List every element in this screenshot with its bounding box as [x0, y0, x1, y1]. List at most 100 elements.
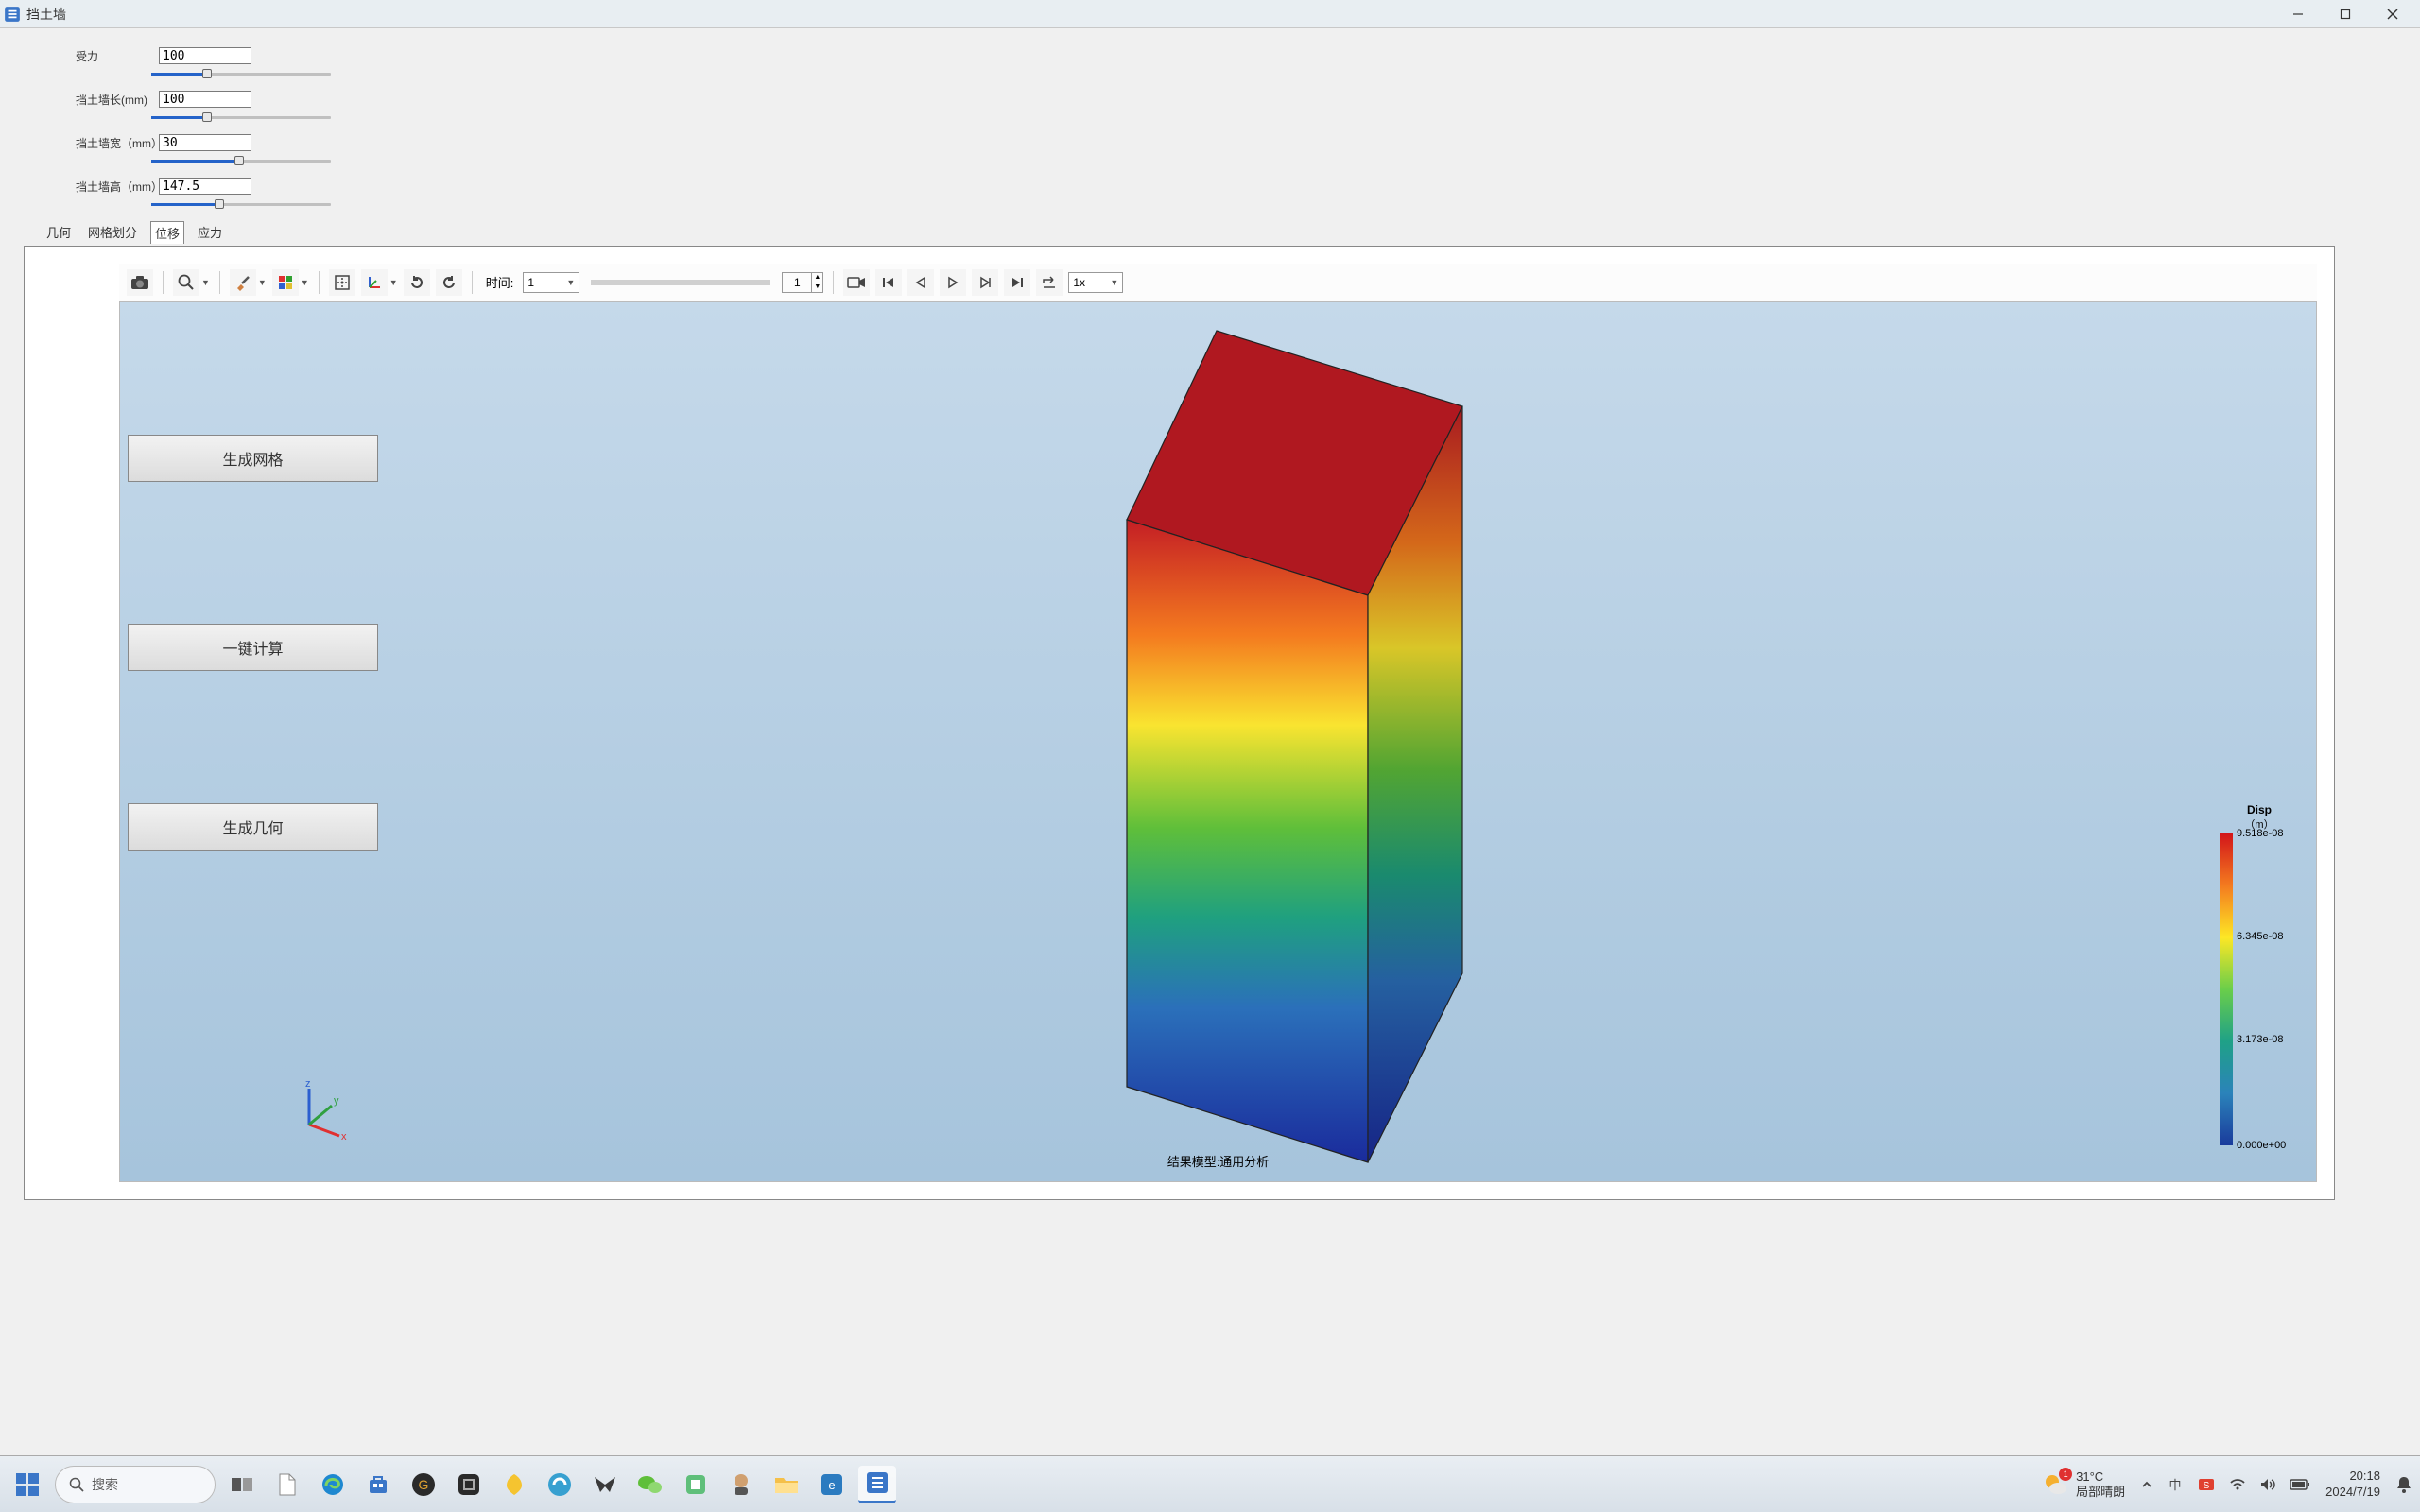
- zoom-tool[interactable]: ▼: [173, 269, 210, 296]
- close-button[interactable]: [2369, 0, 2416, 28]
- param-width-input[interactable]: [159, 134, 251, 151]
- step-up-icon[interactable]: ▲: [812, 273, 822, 283]
- tray-ime-icon[interactable]: 中: [2167, 1477, 2184, 1492]
- result-tabs: 几何 网格划分 位移 应力: [43, 221, 2392, 244]
- maximize-button[interactable]: [2322, 0, 2369, 28]
- record-icon[interactable]: [843, 269, 870, 296]
- app6-icon[interactable]: [677, 1466, 715, 1503]
- colormap-tool[interactable]: ▼: [272, 269, 309, 296]
- search-icon: [69, 1477, 84, 1492]
- tray-battery-icon[interactable]: [2290, 1479, 2310, 1490]
- notification-badge: 1: [2059, 1468, 2072, 1481]
- calculate-button[interactable]: 一键计算: [128, 624, 378, 671]
- speed-select[interactable]: 1x▼: [1068, 272, 1123, 293]
- legend-tick: 6.345e-08: [2237, 931, 2284, 942]
- step-spinbox[interactable]: 1 ▲▼: [782, 272, 823, 293]
- weather-icon: 1: [2042, 1471, 2068, 1498]
- window-title: 挡土墙: [26, 5, 2274, 24]
- param-force-slider[interactable]: [151, 70, 331, 77]
- chevron-down-icon[interactable]: ▼: [201, 278, 210, 287]
- store-icon[interactable]: [359, 1466, 397, 1503]
- app2-icon[interactable]: [450, 1466, 488, 1503]
- viewport-toolbar: ▼ ▼ ▼ ▼ 时间: 1▼ 1: [119, 264, 2317, 301]
- app4-icon[interactable]: [541, 1466, 579, 1503]
- camera-icon[interactable]: [127, 269, 153, 296]
- time-progress[interactable]: [591, 280, 770, 285]
- task-view-icon[interactable]: [223, 1466, 261, 1503]
- wechat-icon[interactable]: [631, 1466, 669, 1503]
- weather-widget[interactable]: 1 31°C 局部晴朗: [2042, 1469, 2125, 1499]
- app5-icon[interactable]: [586, 1466, 624, 1503]
- svg-text:e: e: [828, 1478, 835, 1492]
- tray-input-icon[interactable]: S: [2197, 1476, 2216, 1493]
- rotate-cw-icon[interactable]: [436, 269, 462, 296]
- tray-chevron-icon[interactable]: [2140, 1478, 2153, 1491]
- skip-first-icon[interactable]: [875, 269, 902, 296]
- skip-last-icon[interactable]: [1004, 269, 1030, 296]
- legend-bar: [2220, 833, 2233, 1145]
- svg-text:G: G: [419, 1477, 429, 1492]
- current-app-icon[interactable]: [858, 1466, 896, 1503]
- weather-temp: 31°C: [2076, 1469, 2125, 1485]
- tab-displacement[interactable]: 位移: [150, 221, 184, 244]
- window-controls: [2274, 0, 2416, 28]
- clock-date: 2024/7/19: [2325, 1485, 2380, 1501]
- param-length-label: 挡土墙长(mm): [76, 92, 159, 108]
- model-render: [1018, 312, 1547, 1181]
- param-height-input[interactable]: [159, 178, 251, 195]
- legend-title: Disp: [2220, 803, 2299, 816]
- step-forward-icon[interactable]: [972, 269, 998, 296]
- chevron-down-icon[interactable]: ▼: [258, 278, 267, 287]
- minimize-button[interactable]: [2274, 0, 2322, 28]
- edge-icon[interactable]: [314, 1466, 352, 1503]
- weather-desc: 局部晴朗: [2076, 1485, 2125, 1500]
- brush-tool[interactable]: ▼: [230, 269, 267, 296]
- magnifier-icon[interactable]: [173, 269, 199, 296]
- start-button[interactable]: [8, 1465, 47, 1504]
- tray-wifi-icon[interactable]: [2229, 1478, 2246, 1491]
- app3-icon[interactable]: [495, 1466, 533, 1503]
- param-force-input[interactable]: [159, 47, 251, 64]
- svg-text:S: S: [2204, 1481, 2210, 1491]
- app7-icon[interactable]: [722, 1466, 760, 1503]
- taskbar-clock[interactable]: 20:18 2024/7/19: [2325, 1469, 2380, 1501]
- tab-geometry[interactable]: 几何: [43, 221, 75, 244]
- explorer-icon[interactable]: [768, 1466, 805, 1503]
- view-3d[interactable]: 生成网格 一键计算 生成几何: [119, 301, 2317, 1182]
- param-length-slider[interactable]: [151, 113, 331, 121]
- tab-mesh[interactable]: 网格划分: [84, 221, 141, 244]
- step-down-icon[interactable]: ▼: [812, 283, 822, 292]
- param-width-label: 挡土墙宽（mm）: [76, 135, 159, 151]
- legend-labels: 9.518e-086.345e-083.173e-080.000e+00: [2233, 833, 2299, 1145]
- axes-tool[interactable]: ▼: [361, 269, 398, 296]
- time-select[interactable]: 1▼: [523, 272, 579, 293]
- axes-icon[interactable]: [361, 269, 388, 296]
- param-width: 挡土墙宽（mm）: [76, 134, 2392, 151]
- app1-icon[interactable]: G: [405, 1466, 442, 1503]
- generate-geometry-button[interactable]: 生成几何: [128, 803, 378, 850]
- param-height-slider[interactable]: [151, 200, 331, 208]
- taskbar-search[interactable]: 搜索: [55, 1466, 216, 1503]
- step-back-icon[interactable]: [908, 269, 934, 296]
- fit-view-icon[interactable]: [329, 269, 355, 296]
- step-value: 1: [783, 273, 811, 292]
- rotate-ccw-icon[interactable]: [404, 269, 430, 296]
- loop-icon[interactable]: [1036, 269, 1063, 296]
- param-force-label: 受力: [76, 48, 159, 64]
- generate-mesh-button[interactable]: 生成网格: [128, 435, 378, 482]
- brush-icon[interactable]: [230, 269, 256, 296]
- tray-notifications-icon[interactable]: [2395, 1475, 2412, 1494]
- tray-volume-icon[interactable]: [2259, 1477, 2276, 1492]
- clock-time: 20:18: [2349, 1469, 2380, 1485]
- app8-icon[interactable]: e: [813, 1466, 851, 1503]
- chevron-down-icon[interactable]: ▼: [301, 278, 309, 287]
- param-force: 受力: [76, 47, 2392, 64]
- param-width-slider[interactable]: [151, 157, 331, 164]
- chevron-down-icon[interactable]: ▼: [389, 278, 398, 287]
- file-icon[interactable]: [268, 1466, 306, 1503]
- cube-icon[interactable]: [272, 269, 299, 296]
- param-length-input[interactable]: [159, 91, 251, 108]
- play-icon[interactable]: [940, 269, 966, 296]
- param-height-label: 挡土墙高（mm）: [76, 179, 159, 195]
- tab-stress[interactable]: 应力: [194, 221, 226, 244]
